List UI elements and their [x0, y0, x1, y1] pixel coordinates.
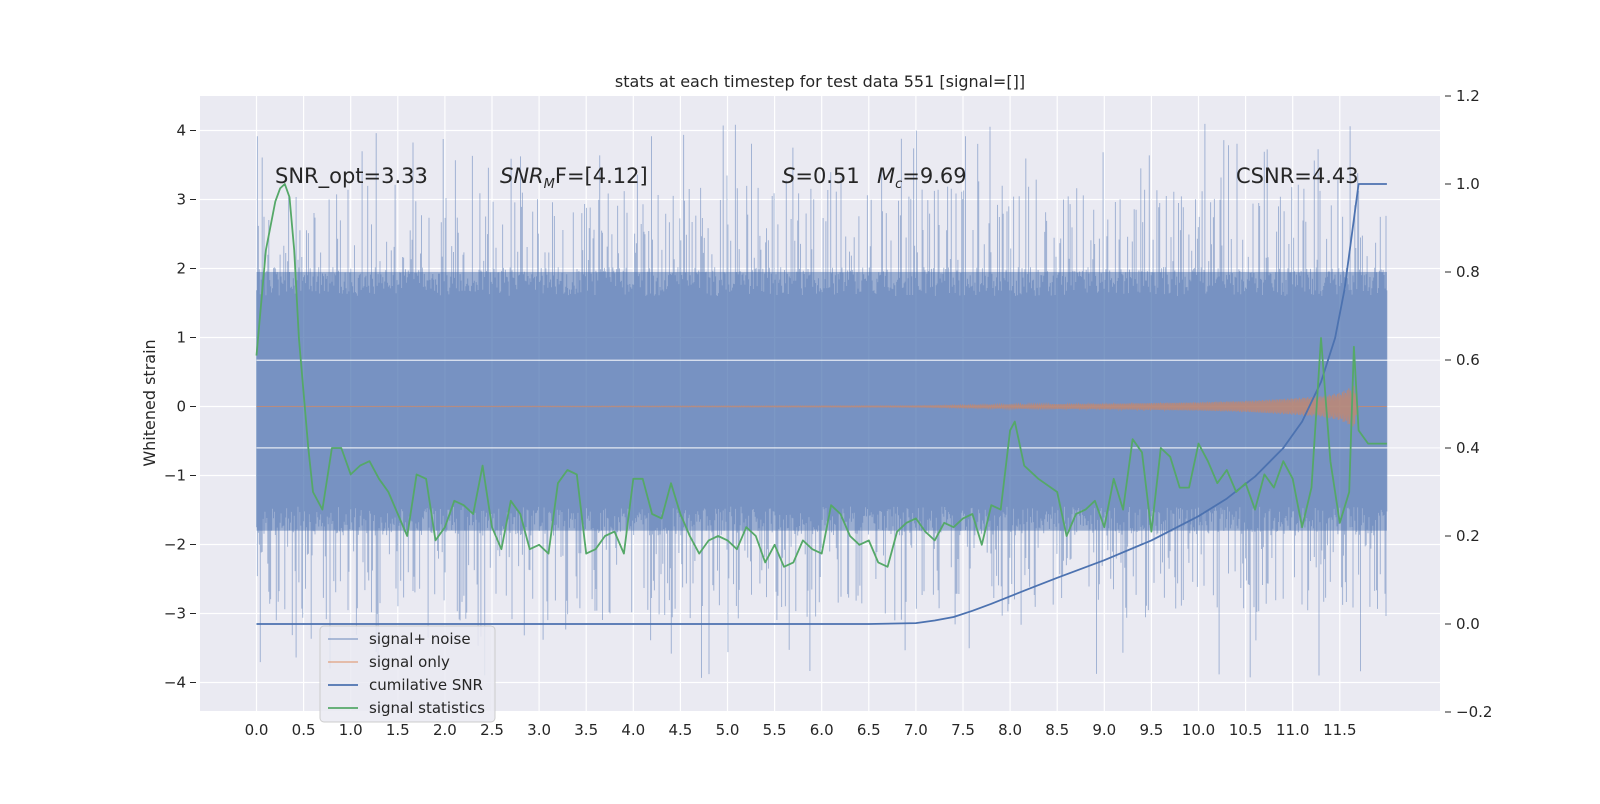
- x-tick-label: 5.0: [716, 721, 740, 739]
- signal-chirp: [256, 385, 1387, 427]
- legend-entry-signal-statistics: signal statistics: [328, 699, 485, 717]
- x-tick-label: 1.5: [386, 721, 410, 739]
- legend-label-signal-statistics: signal statistics: [369, 699, 485, 717]
- x-tick-label: 11.0: [1276, 721, 1309, 739]
- noise-band: [256, 123, 1440, 678]
- legend-entry-signal-noise: signal+ noise: [328, 630, 471, 648]
- y-tick-label: 4: [176, 122, 186, 140]
- y-axis-label: Whitened strain: [140, 339, 159, 466]
- x-tick-label: 0.0: [245, 721, 269, 739]
- y-tick-label: 3: [176, 191, 186, 209]
- annotation-mc-sub: c: [895, 177, 902, 192]
- annotation-snr-mf-rest: F=[4.12]: [555, 164, 648, 188]
- y2-tick-label: 0.0: [1456, 615, 1480, 633]
- y2-tick-label: 0.4: [1456, 439, 1480, 457]
- annotation-snr-mf: SNRMF=[4.12]: [500, 164, 648, 192]
- annotation-s-value: =0.51: [795, 164, 859, 188]
- x-tick-label: 7.0: [904, 721, 928, 739]
- x-tick-label: 8.5: [1045, 721, 1069, 739]
- chart-title: stats at each timestep for test data 551…: [615, 72, 1025, 91]
- y2-tick-label: 1.2: [1456, 87, 1480, 105]
- x-tick-label: 0.5: [292, 721, 316, 739]
- x-tick-label: 8.0: [998, 721, 1022, 739]
- y-tick-label: −4: [164, 674, 186, 692]
- legend: signal+ noise signal only cumilative SNR…: [319, 625, 496, 723]
- annotation-snr-opt: SNR_opt=3.33: [275, 164, 428, 189]
- y-axis-ticks: 4 3 2 1 0 −1 −2 −3 −4: [164, 122, 196, 692]
- y2-tick-label: 0.8: [1456, 263, 1480, 281]
- x-tick-label: 10.5: [1229, 721, 1262, 739]
- x-tick-label: 9.0: [1092, 721, 1116, 739]
- annotation-csnr: CSNR=4.43: [1236, 164, 1359, 188]
- annotation-mc-symbol: M: [877, 164, 895, 188]
- y-tick-label: 0: [176, 398, 186, 416]
- annotations: SNR_opt=3.33 SNRMF=[4.12] S=0.51 Mc=9.69…: [275, 164, 1359, 192]
- x-tick-label: 2.5: [480, 721, 504, 739]
- x-tick-label: 11.5: [1323, 721, 1356, 739]
- legend-entry-signal-only: signal only: [328, 653, 450, 671]
- annotation-mc-value: =9.69: [902, 164, 966, 188]
- signal-statistics-line: [255, 183, 1387, 568]
- legend-box: [319, 625, 496, 723]
- x-tick-label: 6.0: [810, 721, 834, 739]
- x-tick-label: 5.5: [763, 721, 787, 739]
- series-lines: [255, 183, 1387, 625]
- x-tick-label: 2.0: [433, 721, 457, 739]
- y2-tick-label: 0.6: [1456, 351, 1480, 369]
- legend-label-signal-noise: signal+ noise: [369, 630, 471, 648]
- x-axis-ticks: 0.0 0.5 1.0 1.5 2.0 2.5 3.0 3.5 4.0 4.5 5.0 5.5 6.0 6…: [245, 721, 1357, 739]
- y2-axis-ticks: 1.2 1.0 0.8 0.6 0.4 0.2 0.0 −0.2: [1445, 87, 1492, 721]
- annotation-s: S=0.51: [782, 164, 860, 188]
- legend-label-signal-only: signal only: [369, 653, 450, 671]
- noise-spikes: [256, 123, 1388, 678]
- x-tick-label: 3.5: [574, 721, 598, 739]
- x-tick-label: 1.0: [339, 721, 363, 739]
- annotation-s-symbol: S: [782, 164, 795, 188]
- annotation-snr-mf-sub: M: [544, 177, 555, 192]
- y-tick-label: −2: [164, 536, 186, 554]
- x-tick-label: 9.5: [1139, 721, 1163, 739]
- y-tick-label: −1: [164, 467, 186, 485]
- y-tick-label: −3: [164, 605, 186, 623]
- x-tick-label: 3.0: [527, 721, 551, 739]
- y2-tick-label: 0.2: [1456, 527, 1480, 545]
- y-tick-label: 1: [176, 329, 186, 347]
- x-tick-label: 4.0: [621, 721, 645, 739]
- x-tick-label: 10.0: [1182, 721, 1215, 739]
- annotation-mc: Mc=9.69: [877, 164, 967, 192]
- noise-band-core: [256, 271, 1387, 531]
- legend-entry-cumulative-snr: cumilative SNR: [328, 676, 483, 694]
- y2-tick-label: 1.0: [1456, 175, 1480, 193]
- legend-label-cumulative-snr: cumilative SNR: [369, 676, 483, 694]
- x-tick-label: 4.5: [668, 721, 692, 739]
- annotation-snr-mf-base: SNR: [500, 164, 544, 188]
- x-tick-label: 7.5: [951, 721, 975, 739]
- cumulative-snr-line: [256, 183, 1387, 625]
- signal-only-line: [256, 385, 1387, 427]
- y-tick-label: 2: [176, 260, 186, 278]
- x-tick-label: 6.5: [857, 721, 881, 739]
- y2-tick-label: −0.2: [1456, 703, 1492, 721]
